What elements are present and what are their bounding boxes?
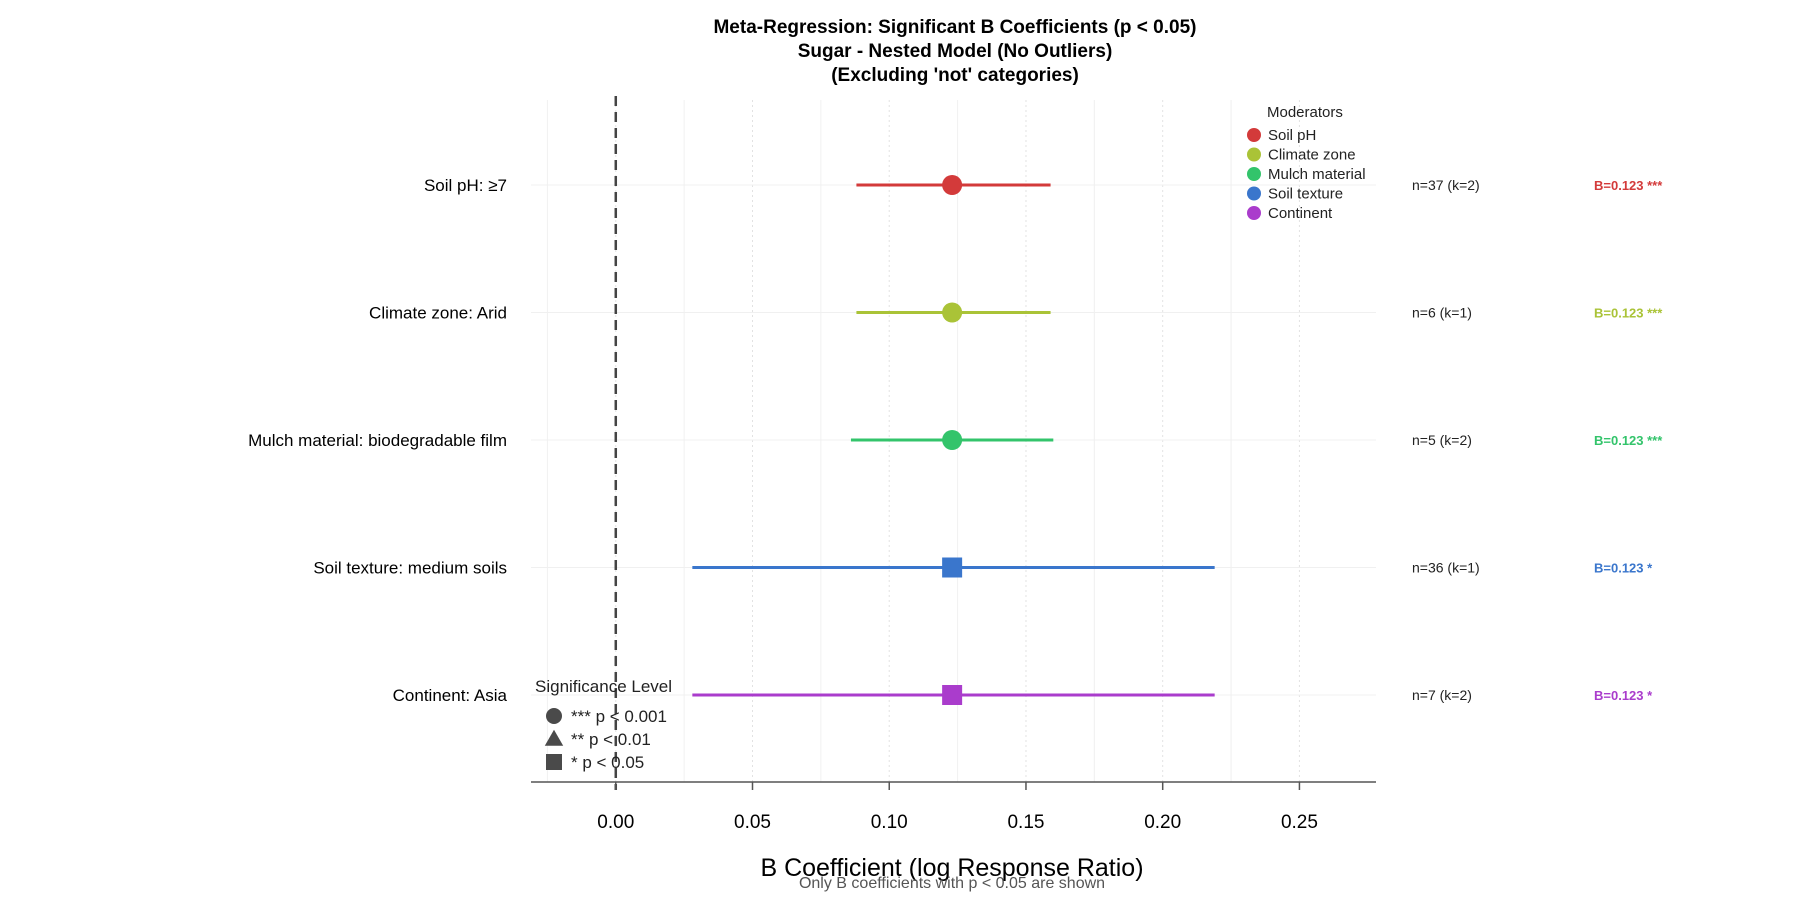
triangle-shape-icon: [544, 729, 564, 746]
legend-swatch: [1247, 206, 1261, 220]
sample-size-label: n=5 (k=2): [1412, 432, 1472, 448]
point-estimate: [942, 302, 963, 323]
sample-size-label: n=37 (k=2): [1412, 177, 1480, 193]
chart-title: Meta-Regression: Significant B Coefficie…: [713, 17, 1196, 86]
x-tick-label: 0.10: [871, 812, 908, 833]
sample-size-label: n=7 (k=2): [1412, 687, 1472, 703]
significance-label: * p < 0.05: [571, 753, 644, 772]
square-shape-icon: [546, 754, 562, 770]
significance-legend-item: * p < 0.05: [546, 753, 644, 772]
forest-row: Mulch material: biodegradable film n=5 (k…: [248, 430, 1663, 450]
significance-legend-title: Significance Level: [535, 677, 672, 696]
circle-shape-icon: [546, 708, 562, 724]
row-label: Climate zone: Arid: [369, 304, 507, 323]
legend-label: Soil pH: [1268, 127, 1316, 144]
coefficient-label: B=0.123 *: [1594, 688, 1653, 703]
legend-swatch: [1247, 186, 1261, 201]
legend-swatch: [1247, 167, 1261, 181]
x-axis: 0.00 0.05 0.10 0.15 0.20 0.25: [531, 781, 1376, 833]
x-tick-label: 0.15: [1007, 812, 1044, 833]
forest-row: Soil pH: ≥7 n=37 (k=2) B=0.123 ***: [424, 175, 1663, 195]
row-label: Soil texture: medium soils: [313, 559, 507, 578]
x-tick-label: 0.05: [734, 812, 771, 833]
legend-label: Climate zone: [1268, 147, 1356, 164]
coefficient-label: B=0.123 ***: [1594, 306, 1663, 321]
moderator-legend-title: Moderators: [1267, 104, 1343, 121]
forest-row: Climate zone: Arid n=6 (k=1) B=0.123 ***: [369, 302, 1663, 323]
legend-swatch: [1247, 147, 1261, 162]
significance-legend: Significance Level *** p < 0.001 ** p < 0.…: [535, 677, 672, 772]
legend-label: Soil texture: [1268, 186, 1343, 203]
point-estimate: [942, 430, 963, 450]
point-estimate: [942, 557, 963, 578]
moderator-legend-item: Continent: [1247, 205, 1333, 222]
row-label: Mulch material: biodegradable film: [248, 431, 507, 450]
significance-label: *** p < 0.001: [571, 707, 667, 726]
x-axis-label: B Coefficient (log Response Ratio): [760, 854, 1143, 882]
significance-legend-item: *** p < 0.001: [546, 707, 667, 726]
coefficient-label: B=0.123 *: [1594, 561, 1653, 576]
forest-row: Soil texture: medium soils n=36 (k=1) B=0.…: [313, 557, 1653, 578]
data-rows: Soil pH: ≥7 n=37 (k=2) B=0.123 ***Climate …: [248, 175, 1663, 705]
moderator-legend-item: Soil texture: [1247, 186, 1343, 203]
significance-label: ** p < 0.01: [571, 730, 651, 749]
moderator-legend-item: Soil pH: [1247, 127, 1316, 144]
point-estimate: [942, 685, 963, 705]
x-tick-label: 0.25: [1281, 812, 1318, 833]
legend-label: Mulch material: [1268, 166, 1366, 183]
legend-swatch: [1247, 128, 1261, 142]
chart-title-line-2: Sugar - Nested Model (No Outliers): [798, 41, 1113, 62]
chart-title-line-3: (Excluding 'not' categories): [831, 65, 1079, 86]
row-label: Soil pH: ≥7: [424, 176, 507, 195]
row-label: Continent: Asia: [393, 686, 508, 705]
x-tick-label: 0.20: [1144, 812, 1181, 833]
sample-size-label: n=6 (k=1): [1412, 305, 1472, 321]
chart-title-line-1: Meta-Regression: Significant B Coefficie…: [713, 17, 1196, 38]
sample-size-label: n=36 (k=1): [1412, 560, 1480, 576]
coefficient-label: B=0.123 ***: [1594, 433, 1663, 448]
moderator-legend-item: Climate zone: [1247, 147, 1356, 164]
chart-caption: Only B coefficients with p < 0.05 are sh…: [799, 875, 1105, 892]
moderator-legend: Moderators Soil pH Climate zone Mulch mater…: [1247, 104, 1366, 222]
moderator-legend-item: Mulch material: [1247, 166, 1366, 183]
point-estimate: [942, 175, 963, 195]
legend-label: Continent: [1268, 205, 1333, 222]
forest-row: Continent: Asia n=7 (k=2) B=0.123 *: [393, 685, 1653, 705]
significance-legend-item: ** p < 0.01: [544, 729, 651, 749]
coefficient-label: B=0.123 ***: [1594, 178, 1663, 193]
x-tick-label: 0.00: [597, 812, 634, 833]
